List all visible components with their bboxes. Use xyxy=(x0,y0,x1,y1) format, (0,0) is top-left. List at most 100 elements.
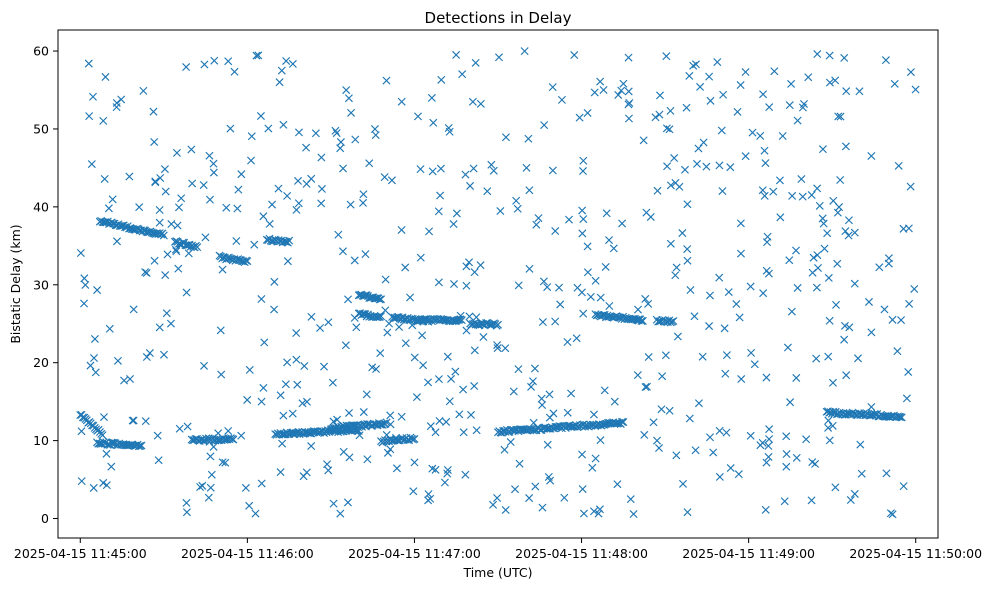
detection-point xyxy=(600,310,609,319)
detection-point xyxy=(572,334,581,343)
detection-point xyxy=(619,312,628,321)
detection-point xyxy=(217,370,226,379)
detection-point xyxy=(247,156,256,165)
detection-point xyxy=(542,424,551,433)
detection-point xyxy=(363,455,372,464)
detection-point xyxy=(813,50,822,59)
detection-point xyxy=(333,415,342,424)
detection-point xyxy=(644,353,653,362)
detection-point xyxy=(155,218,164,227)
detection-point xyxy=(501,505,510,515)
x-tick-label: 2025-04-15 11:49:00 xyxy=(682,546,815,561)
detection-point xyxy=(328,378,337,387)
detection-point xyxy=(380,173,389,182)
detection-point xyxy=(551,227,560,236)
detection-point xyxy=(514,281,523,290)
detection-point xyxy=(198,481,207,490)
detection-point xyxy=(783,343,792,352)
detection-point xyxy=(493,320,503,329)
detection-point xyxy=(614,90,623,99)
detection-point xyxy=(680,165,689,174)
detection-point xyxy=(159,350,168,359)
detection-point xyxy=(247,132,256,141)
detection-point xyxy=(736,219,745,228)
detection-point xyxy=(428,167,437,176)
detection-point xyxy=(549,409,558,418)
detection-point xyxy=(323,460,332,469)
detection-point xyxy=(142,353,151,362)
detection-point xyxy=(98,431,107,440)
detection-point xyxy=(825,78,834,87)
detection-point xyxy=(578,206,587,215)
detection-point xyxy=(904,367,913,376)
detection-point xyxy=(831,483,840,492)
detection-point xyxy=(747,348,756,357)
detection-point xyxy=(578,485,587,494)
detection-point xyxy=(112,98,121,107)
detection-point xyxy=(372,365,381,374)
detection-point xyxy=(605,301,614,311)
detection-point xyxy=(764,452,773,461)
detection-point xyxy=(93,286,102,295)
detection-point xyxy=(665,125,674,134)
detection-point xyxy=(818,145,827,154)
detection-point xyxy=(101,72,110,81)
detection-point xyxy=(166,319,175,328)
detection-point xyxy=(734,470,743,479)
detection-point xyxy=(155,323,164,332)
detection-point xyxy=(99,478,108,487)
detection-point xyxy=(799,99,808,108)
detection-point xyxy=(377,312,386,321)
detection-point xyxy=(836,175,845,185)
y-tick-label: 20 xyxy=(33,355,49,370)
detection-point xyxy=(540,121,549,130)
detection-point xyxy=(307,312,316,321)
detection-point xyxy=(270,277,279,286)
detection-point xyxy=(224,57,233,66)
detection-point xyxy=(259,212,268,221)
detection-point xyxy=(641,383,650,392)
detection-point xyxy=(207,470,216,479)
y-tick-label: 10 xyxy=(33,433,49,448)
detection-point xyxy=(828,378,837,387)
detection-point xyxy=(125,172,134,181)
detection-point xyxy=(764,441,773,450)
detection-point xyxy=(77,427,86,436)
detection-point xyxy=(717,126,726,135)
detection-point xyxy=(418,331,427,340)
y-tick-label: 60 xyxy=(33,44,49,59)
detection-point xyxy=(381,275,390,284)
detection-point xyxy=(324,466,333,475)
detection-point xyxy=(696,82,705,91)
detection-point xyxy=(294,176,303,185)
detection-point xyxy=(288,59,297,68)
detection-point xyxy=(377,295,386,304)
detection-point xyxy=(205,195,215,204)
detection-point xyxy=(107,462,116,471)
detection-point xyxy=(277,430,286,439)
detection-point xyxy=(293,380,302,389)
detection-point xyxy=(205,151,214,160)
detection-point xyxy=(471,58,480,67)
detection-point xyxy=(641,294,650,303)
detection-point xyxy=(472,426,481,435)
detection-point xyxy=(397,97,406,106)
detection-point xyxy=(332,129,341,138)
detection-point xyxy=(820,244,829,253)
detection-point xyxy=(442,417,451,426)
detection-point xyxy=(376,349,385,358)
detection-point xyxy=(578,167,588,176)
detection-point xyxy=(350,256,359,265)
detection-point xyxy=(173,221,182,230)
detection-point xyxy=(243,257,252,266)
detection-point xyxy=(150,137,159,146)
detection-point xyxy=(881,56,890,65)
detection-point xyxy=(515,459,524,468)
detection-point xyxy=(424,496,433,505)
detection-point xyxy=(832,300,841,309)
detection-point xyxy=(602,209,611,218)
detection-point xyxy=(257,295,266,304)
detection-point xyxy=(543,440,552,449)
detection-point xyxy=(155,205,164,215)
